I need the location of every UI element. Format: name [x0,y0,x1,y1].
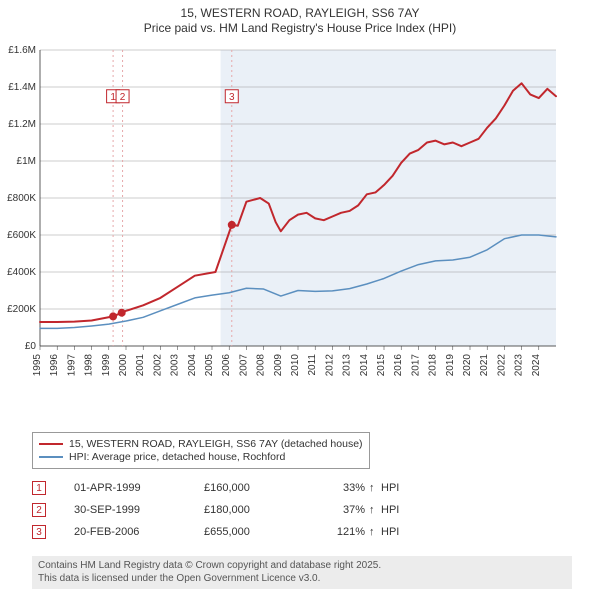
up-arrow-icon: ↑ [369,504,381,516]
footer-line2: This data is licensed under the Open Gov… [38,573,320,584]
event-marker: 3 [32,525,46,539]
up-arrow-icon: ↑ [369,526,381,538]
svg-text:1998: 1998 [84,354,95,377]
copyright-footer: Contains HM Land Registry data © Crown c… [32,556,572,589]
svg-text:1996: 1996 [49,354,60,377]
event-date: 30-SEP-1999 [74,504,204,516]
event-price: £160,000 [204,482,309,494]
svg-text:1995: 1995 [32,354,43,377]
event-marker: 1 [32,481,46,495]
event-price: £180,000 [204,504,309,516]
svg-text:£400K: £400K [7,267,36,278]
event-date: 20-FEB-2006 [74,526,204,538]
svg-text:2000: 2000 [118,354,129,377]
svg-text:2017: 2017 [410,354,421,377]
svg-text:2: 2 [120,92,126,103]
svg-text:£0: £0 [25,341,37,352]
svg-text:1999: 1999 [101,354,112,377]
up-arrow-icon: ↑ [369,482,381,494]
svg-text:£1.6M: £1.6M [8,45,36,56]
svg-text:2008: 2008 [256,354,267,377]
svg-text:2021: 2021 [479,354,490,377]
chart-header: 15, WESTERN ROAD, RAYLEIGH, SS6 7AY Pric… [0,0,600,37]
chart-title: 15, WESTERN ROAD, RAYLEIGH, SS6 7AY [8,6,592,20]
sale-event-row: 3 20-FEB-2006£655,000121%↑HPI [32,523,411,541]
sale-events-table: 101-APR-1999£160,00033%↑HPI230-SEP-1999£… [32,475,411,545]
legend-label: 15, WESTERN ROAD, RAYLEIGH, SS6 7AY (det… [69,438,363,450]
legend-swatch [39,456,63,458]
svg-text:2022: 2022 [496,354,507,377]
footer-line1: Contains HM Land Registry data © Crown c… [38,560,381,571]
event-date: 01-APR-1999 [74,482,204,494]
svg-text:2011: 2011 [307,354,318,376]
event-price: £655,000 [204,526,309,538]
legend-item: HPI: Average price, detached house, Roch… [39,451,363,463]
svg-text:2001: 2001 [135,354,146,377]
svg-text:2002: 2002 [152,354,163,377]
event-marker: 2 [32,503,46,517]
legend-label: HPI: Average price, detached house, Roch… [69,451,285,463]
svg-text:2005: 2005 [204,354,215,377]
svg-text:2007: 2007 [238,354,249,377]
sale-event-row: 2 30-SEP-1999£180,00037%↑HPI [32,501,411,519]
svg-text:2012: 2012 [324,354,335,377]
svg-text:2006: 2006 [221,354,232,377]
svg-text:2015: 2015 [376,354,387,377]
svg-text:2010: 2010 [290,354,301,377]
event-pct: 33% [309,482,369,494]
svg-text:2009: 2009 [273,354,284,377]
svg-text:£1.2M: £1.2M [8,119,36,130]
svg-text:2004: 2004 [187,354,198,377]
chart-subtitle: Price paid vs. HM Land Registry's House … [8,21,592,35]
event-pct: 121% [309,526,369,538]
svg-text:2019: 2019 [445,354,456,377]
svg-text:2023: 2023 [514,354,525,377]
svg-text:2018: 2018 [428,354,439,377]
event-suffix: HPI [381,504,411,516]
svg-text:2020: 2020 [462,354,473,377]
svg-text:2016: 2016 [393,354,404,377]
svg-text:2014: 2014 [359,354,370,377]
event-suffix: HPI [381,482,411,494]
svg-text:£600K: £600K [7,230,36,241]
svg-text:£800K: £800K [7,193,36,204]
price-chart: £0 £200K £400K £600K £800K £1M £1.2M £1.4M £1.6M… [0,42,560,432]
svg-text:£1.4M: £1.4M [8,82,36,93]
svg-text:1: 1 [110,92,116,103]
legend-swatch [39,443,63,445]
legend-item: 15, WESTERN ROAD, RAYLEIGH, SS6 7AY (det… [39,438,363,450]
chart-area: £0 £200K £400K £600K £800K £1M £1.2M £1.4M £1.6M… [0,42,600,435]
svg-text:2003: 2003 [170,354,181,377]
svg-text:£1M: £1M [17,156,36,167]
svg-text:2013: 2013 [342,354,353,377]
svg-text:3: 3 [229,92,235,103]
chart-legend: 15, WESTERN ROAD, RAYLEIGH, SS6 7AY (det… [32,432,370,469]
event-pct: 37% [309,504,369,516]
sale-event-row: 1 01-APR-1999£160,00033%↑HPI [32,479,411,497]
svg-text:£200K: £200K [7,304,36,315]
svg-text:2024: 2024 [531,354,542,377]
event-suffix: HPI [381,526,411,538]
svg-text:1997: 1997 [66,354,77,377]
